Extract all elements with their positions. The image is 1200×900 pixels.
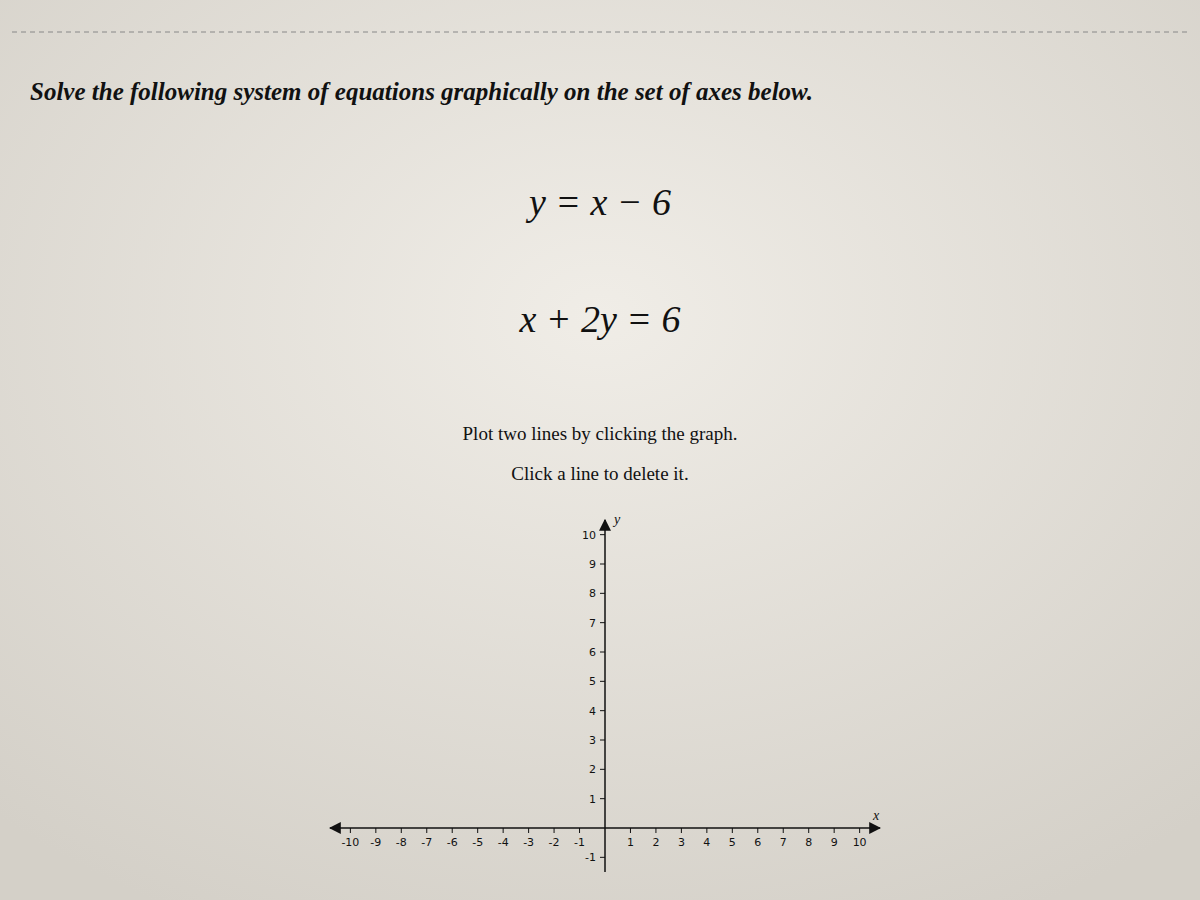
x-tick-label: 8 — [805, 836, 812, 849]
y-tick-label: -1 — [585, 851, 596, 864]
y-tick — [600, 564, 605, 565]
y-tick — [600, 681, 605, 682]
y-tick — [600, 652, 605, 653]
y-tick-label: 1 — [589, 793, 596, 806]
y-tick-label: 7 — [589, 617, 596, 630]
x-tick — [477, 828, 478, 833]
y-tick — [600, 622, 605, 623]
x-tick-label: 3 — [678, 836, 685, 849]
y-tick — [600, 710, 605, 711]
y-tick-label: 3 — [589, 734, 596, 747]
title: Solve the following system of equations … — [30, 78, 813, 105]
x-tick-label: -8 — [396, 836, 407, 849]
x-tick-label: 5 — [729, 836, 736, 849]
x-tick — [401, 828, 402, 833]
instruction: Click a line to delete it. — [511, 463, 688, 484]
x-tick — [732, 828, 733, 833]
x-tick — [783, 828, 784, 833]
x-tick — [757, 828, 758, 833]
x-tick — [528, 828, 529, 833]
equation: x + 2y = 6 — [518, 298, 680, 340]
y-tick-label: 6 — [589, 646, 596, 659]
x-tick-label: 10 — [853, 836, 867, 849]
x-axis-label: x — [872, 808, 880, 823]
x-tick — [375, 828, 376, 833]
x-tick — [706, 828, 707, 833]
x-tick — [452, 828, 453, 833]
y-axis — [604, 520, 606, 872]
plot-area[interactable] — [330, 520, 880, 872]
x-tick — [859, 828, 860, 833]
x-tick-label: -5 — [472, 836, 483, 849]
y-tick-label: 8 — [589, 587, 596, 600]
x-tick-label: -2 — [549, 836, 560, 849]
background — [0, 0, 1200, 900]
equation: y = x − 6 — [525, 181, 671, 223]
y-tick-label: 10 — [582, 529, 596, 542]
x-tick — [655, 828, 656, 833]
y-tick-label: 2 — [589, 763, 596, 776]
y-tick-label: 5 — [589, 675, 596, 688]
x-tick-label: -4 — [498, 836, 509, 849]
y-axis-label: y — [612, 512, 621, 527]
x-tick — [503, 828, 504, 833]
x-tick-label: 2 — [652, 836, 659, 849]
x-tick — [681, 828, 682, 833]
x-tick-label: -9 — [370, 836, 381, 849]
x-tick-label: -6 — [447, 836, 458, 849]
x-tick-label: -3 — [523, 836, 534, 849]
y-tick-label: 4 — [589, 705, 596, 718]
x-tick-label: 6 — [754, 836, 761, 849]
y-tick — [600, 534, 605, 535]
plot[interactable]: -10 -9 -8 -7 -6 -5 -4 -3 -2 -1 1 2 3 4 5 6 7 8 9 10 -1 1 2 3 4 5 6… — [330, 512, 880, 872]
x-tick-label: -7 — [421, 836, 432, 849]
x-tick-label: -1 — [574, 836, 585, 849]
y-tick-label: 9 — [589, 558, 596, 571]
x-tick — [630, 828, 631, 833]
y-tick — [600, 593, 605, 594]
x-tick — [808, 828, 809, 833]
y-tick — [600, 798, 605, 799]
y-tick — [600, 857, 605, 858]
y-tick — [600, 769, 605, 770]
x-tick — [350, 828, 351, 833]
x-tick — [426, 828, 427, 833]
x-tick — [834, 828, 835, 833]
x-tick — [554, 828, 555, 833]
x-tick — [579, 828, 580, 833]
x-tick-label: 7 — [780, 836, 787, 849]
top-rule — [12, 32, 1188, 33]
y-tick — [600, 740, 605, 741]
x-tick-label: 1 — [627, 836, 634, 849]
x-tick-label: 4 — [703, 836, 710, 849]
page: Solve the following system of equations … — [0, 0, 1200, 900]
x-tick-label: -10 — [341, 836, 359, 849]
instruction: Plot two lines by clicking the graph. — [463, 423, 738, 444]
x-tick-label: 9 — [831, 836, 838, 849]
